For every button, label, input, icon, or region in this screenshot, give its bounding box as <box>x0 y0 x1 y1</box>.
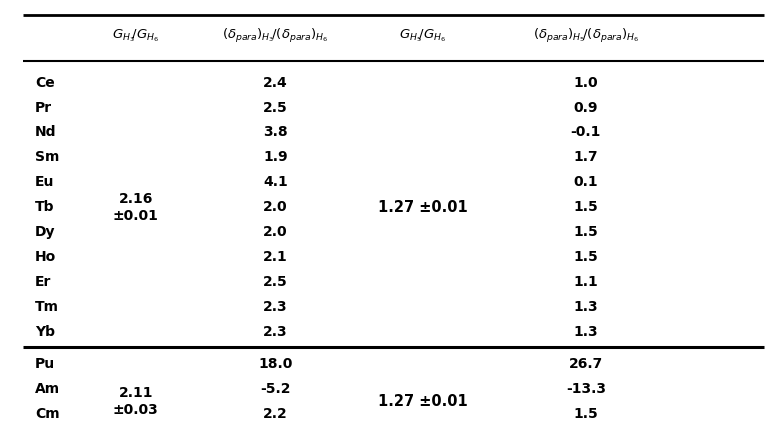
Text: -0.1: -0.1 <box>570 126 601 139</box>
Text: Sm: Sm <box>35 150 59 164</box>
Text: 2.3: 2.3 <box>263 325 288 339</box>
Text: Eu: Eu <box>35 175 54 189</box>
Text: $\mathit{G}_{H_3}\!/\mathit{G}_{H_6}$: $\mathit{G}_{H_3}\!/\mathit{G}_{H_6}$ <box>113 28 159 44</box>
Text: 1.3: 1.3 <box>573 300 598 314</box>
Text: Ce: Ce <box>35 76 54 89</box>
Text: $(\mathit{\delta}_{para})_{H_3}\!/(\mathit{\delta}_{para})_{H_6}$: $(\mathit{\delta}_{para})_{H_3}\!/(\math… <box>222 27 329 45</box>
Text: 1.9: 1.9 <box>263 150 288 164</box>
Text: 18.0: 18.0 <box>258 357 293 371</box>
Text: Yb: Yb <box>35 325 55 339</box>
Text: 2.4: 2.4 <box>263 76 288 89</box>
Text: 2.5: 2.5 <box>263 275 288 289</box>
Text: 0.1: 0.1 <box>573 175 598 189</box>
Text: $\mathit{G}_{H_5}\!/\mathit{G}_{H_6}$: $\mathit{G}_{H_5}\!/\mathit{G}_{H_6}$ <box>400 28 446 44</box>
Text: 1.5: 1.5 <box>573 407 598 421</box>
Text: Ho: Ho <box>35 250 56 264</box>
Text: 2.1: 2.1 <box>263 250 288 264</box>
Text: -13.3: -13.3 <box>566 382 606 396</box>
Text: 4.1: 4.1 <box>263 175 288 189</box>
Text: Am: Am <box>35 382 60 396</box>
Text: 2.3: 2.3 <box>263 300 288 314</box>
Text: 26.7: 26.7 <box>569 357 603 371</box>
Text: $(\mathit{\delta}_{para})_{H_5}\!/(\mathit{\delta}_{para})_{H_6}$: $(\mathit{\delta}_{para})_{H_5}\!/(\math… <box>532 27 639 45</box>
Text: 1.7: 1.7 <box>573 150 598 164</box>
Text: Pr: Pr <box>35 101 52 114</box>
Text: Tm: Tm <box>35 300 59 314</box>
Text: 2.5: 2.5 <box>263 101 288 114</box>
Text: 1.1: 1.1 <box>573 275 598 289</box>
Text: Er: Er <box>35 275 51 289</box>
Text: 2.0: 2.0 <box>263 225 288 239</box>
Text: 1.3: 1.3 <box>573 325 598 339</box>
Text: 1.5: 1.5 <box>573 250 598 264</box>
Text: 1.5: 1.5 <box>573 200 598 214</box>
Text: Dy: Dy <box>35 225 55 239</box>
Text: 1.27 ±0.01: 1.27 ±0.01 <box>378 200 468 215</box>
Text: -5.2: -5.2 <box>260 382 291 396</box>
Text: 2.16
±0.01: 2.16 ±0.01 <box>113 192 159 223</box>
Text: 2.0: 2.0 <box>263 200 288 214</box>
Text: 1.27 ±0.01: 1.27 ±0.01 <box>378 394 468 409</box>
Text: Tb: Tb <box>35 200 54 214</box>
Text: Cm: Cm <box>35 407 60 421</box>
Text: Nd: Nd <box>35 126 57 139</box>
Text: Pu: Pu <box>35 357 55 371</box>
Text: 0.9: 0.9 <box>573 101 598 114</box>
Text: 3.8: 3.8 <box>263 126 288 139</box>
Text: 1.0: 1.0 <box>573 76 598 89</box>
Text: 2.11
±0.03: 2.11 ±0.03 <box>113 386 158 417</box>
Text: 1.5: 1.5 <box>573 225 598 239</box>
Text: 2.2: 2.2 <box>263 407 288 421</box>
